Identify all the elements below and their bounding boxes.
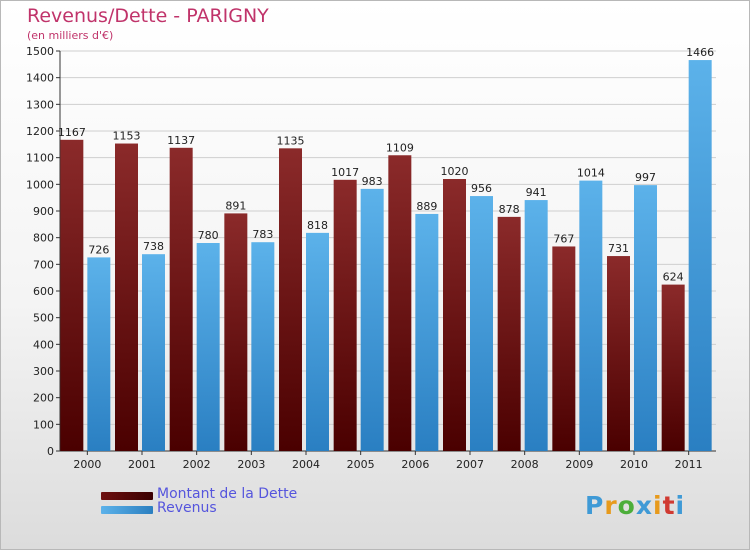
data-label: 624 xyxy=(663,271,684,284)
data-label: 783 xyxy=(252,228,273,241)
data-label: 983 xyxy=(362,175,383,188)
bar-revenus xyxy=(688,60,712,452)
x-tick-label: 2002 xyxy=(183,458,211,471)
x-tick-label: 2001 xyxy=(128,458,156,471)
y-tick-label: 700 xyxy=(33,258,54,271)
x-tick-label: 2005 xyxy=(347,458,375,471)
x-tick-label: 2007 xyxy=(456,458,484,471)
bar-dette xyxy=(552,246,576,451)
y-tick-label: 1500 xyxy=(26,45,54,58)
y-tick-label: 500 xyxy=(33,312,54,325)
data-label: 889 xyxy=(416,200,437,213)
logo-letter: x xyxy=(635,491,653,520)
y-tick-label: 800 xyxy=(33,232,54,245)
y-tick-label: 400 xyxy=(33,338,54,351)
bar-revenus xyxy=(196,243,220,451)
data-label: 1109 xyxy=(386,141,414,154)
data-label: 1466 xyxy=(686,46,714,59)
data-label: 1135 xyxy=(277,134,305,147)
y-tick-label: 300 xyxy=(33,365,54,378)
bar-revenus xyxy=(470,196,493,451)
y-tick-label: 100 xyxy=(33,418,54,431)
y-tick-label: 1100 xyxy=(26,152,54,165)
chart-subtitle: (en milliers d'€) xyxy=(27,29,114,42)
data-label: 997 xyxy=(635,171,656,184)
bar-dette xyxy=(169,147,193,452)
logo-letter: i xyxy=(653,491,663,520)
bar-dette xyxy=(661,284,685,451)
logo-letter: i xyxy=(675,491,686,520)
legend-label-revenus: Revenus xyxy=(157,500,217,516)
bar-dette xyxy=(279,148,302,452)
legend-swatch-dette xyxy=(101,492,153,500)
bar-dette xyxy=(224,213,248,451)
data-label: 878 xyxy=(499,203,520,216)
data-label: 1014 xyxy=(577,167,605,180)
y-tick-label: 1000 xyxy=(26,178,54,191)
bar-revenus xyxy=(87,257,111,451)
data-label: 818 xyxy=(307,219,328,232)
logo-letter: r xyxy=(604,491,618,520)
y-tick-label: 0 xyxy=(47,445,54,458)
data-label: 941 xyxy=(526,186,547,199)
logo-letter: o xyxy=(617,491,636,520)
data-label: 956 xyxy=(471,182,492,195)
bar-revenus xyxy=(142,254,165,451)
data-label: 1020 xyxy=(441,165,469,178)
data-label: 738 xyxy=(143,240,164,253)
data-label: 1167 xyxy=(58,126,86,139)
data-label: 767 xyxy=(553,232,574,245)
x-tick-label: 2008 xyxy=(511,458,539,471)
bar-dette xyxy=(497,216,521,451)
legend-swatch-revenus xyxy=(101,506,153,514)
logo-letter: P xyxy=(585,491,605,520)
bar-revenus xyxy=(634,185,657,451)
bar-revenus xyxy=(579,180,603,451)
x-tick-label: 2004 xyxy=(292,458,320,471)
x-tick-label: 2009 xyxy=(565,458,593,471)
y-tick-label: 1300 xyxy=(26,98,54,111)
bar-dette xyxy=(388,155,412,451)
x-tick-label: 2003 xyxy=(237,458,265,471)
bar-revenus xyxy=(524,200,548,451)
data-label: 891 xyxy=(225,199,246,212)
bar-dette xyxy=(60,139,84,452)
x-tick-label: 2010 xyxy=(620,458,648,471)
y-tick-label: 200 xyxy=(33,392,54,405)
bar-dette xyxy=(115,143,138,452)
bar-dette xyxy=(333,179,357,452)
data-label: 780 xyxy=(198,229,219,242)
logo-letter: t xyxy=(662,491,676,520)
x-tick-label: 2011 xyxy=(675,458,703,471)
y-tick-label: 600 xyxy=(33,285,54,298)
bar-revenus xyxy=(360,188,384,451)
legend-label-dette: Montant de la Dette xyxy=(157,486,298,502)
bar-dette xyxy=(443,179,466,451)
x-tick-label: 2006 xyxy=(401,458,429,471)
x-tick-label: 2000 xyxy=(73,458,101,471)
data-label: 1137 xyxy=(167,134,195,147)
proxiti-logo: Proxiti xyxy=(585,491,685,520)
bar-revenus xyxy=(251,242,275,451)
y-tick-label: 1200 xyxy=(26,125,54,138)
y-tick-label: 1400 xyxy=(26,72,54,85)
y-tick-label: 900 xyxy=(33,205,54,218)
bar-dette xyxy=(607,256,630,451)
data-label: 726 xyxy=(88,243,109,256)
data-label: 1153 xyxy=(113,130,141,143)
data-label: 1017 xyxy=(331,166,359,179)
bar-revenus xyxy=(415,213,439,451)
chart-title: Revenus/Dette - PARIGNY xyxy=(27,5,269,27)
bar-revenus xyxy=(306,232,329,451)
data-label: 731 xyxy=(608,242,629,255)
